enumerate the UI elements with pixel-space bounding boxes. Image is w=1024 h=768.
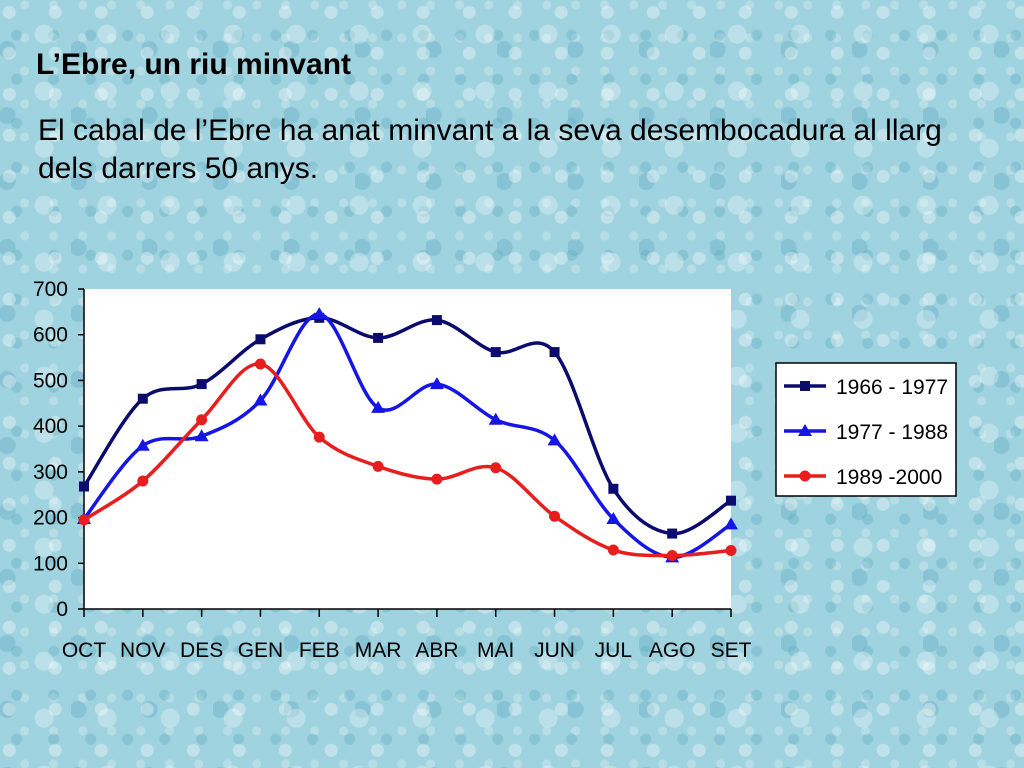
data-point bbox=[371, 400, 386, 413]
data-point bbox=[135, 438, 150, 451]
series-layer bbox=[77, 307, 738, 563]
y-tick-label: 700 bbox=[33, 278, 68, 301]
chart-legend: 1966 - 1977 1977 - 1988 1989 -2000 bbox=[775, 362, 957, 497]
data-point bbox=[431, 473, 443, 485]
x-tick-label: NOV bbox=[120, 639, 166, 662]
legend-label: 1977 - 1988 bbox=[836, 421, 948, 444]
legend-marker bbox=[799, 470, 811, 482]
legend-marker bbox=[800, 381, 810, 391]
data-point bbox=[667, 528, 678, 539]
x-tick-label: FEB bbox=[299, 639, 340, 662]
data-point bbox=[137, 475, 149, 487]
legend-label: 1989 -2000 bbox=[836, 466, 942, 489]
legend-marker bbox=[798, 424, 812, 436]
data-point bbox=[78, 514, 90, 526]
x-tick-label: AGO bbox=[649, 639, 696, 662]
data-point bbox=[547, 433, 562, 446]
series-3 bbox=[78, 358, 737, 562]
data-point bbox=[429, 377, 444, 390]
legend-label: 1966 - 1977 bbox=[836, 376, 948, 399]
data-point bbox=[196, 379, 207, 390]
data-point bbox=[490, 462, 502, 474]
x-tick-label: SET bbox=[711, 639, 752, 662]
data-point bbox=[373, 332, 384, 343]
data-point bbox=[254, 358, 266, 370]
data-point bbox=[255, 334, 266, 345]
data-point bbox=[431, 315, 442, 326]
data-point bbox=[194, 429, 209, 442]
y-tick-label: 100 bbox=[33, 552, 68, 575]
data-point bbox=[549, 510, 561, 522]
data-point bbox=[253, 393, 268, 406]
y-tick-label: 200 bbox=[33, 507, 68, 530]
y-tick-label: 400 bbox=[33, 415, 68, 438]
data-point bbox=[490, 347, 501, 358]
data-point bbox=[196, 414, 208, 426]
data-point bbox=[608, 483, 619, 494]
x-tick-label: OCT bbox=[62, 639, 107, 662]
data-point bbox=[79, 481, 89, 492]
x-tick-label: JUL bbox=[595, 639, 632, 662]
chart-axes: 0 100 200 300 400 500 600 700 OCT NOV DES GEN FEB MAR… bbox=[33, 278, 752, 662]
x-tick-label: GEN bbox=[238, 639, 284, 662]
data-point bbox=[725, 544, 737, 556]
x-tick-label: JUN bbox=[534, 639, 575, 662]
data-point bbox=[549, 347, 560, 358]
y-tick-label: 300 bbox=[33, 461, 68, 484]
data-point bbox=[666, 550, 678, 562]
y-tick-label: 0 bbox=[56, 598, 68, 621]
data-point bbox=[488, 412, 503, 425]
slide-body-text: El cabal de l’Ebre ha anat minvant a la … bbox=[38, 114, 942, 185]
data-point bbox=[312, 307, 327, 320]
data-point bbox=[313, 431, 325, 443]
data-point bbox=[607, 544, 619, 556]
x-tick-label: MAI bbox=[477, 639, 514, 662]
data-point bbox=[726, 495, 736, 506]
x-tick-label: DES bbox=[180, 639, 223, 662]
data-point bbox=[724, 517, 738, 530]
data-point bbox=[372, 460, 384, 472]
data-point bbox=[137, 393, 148, 404]
data-point bbox=[606, 511, 621, 524]
x-tick-label: ABR bbox=[415, 639, 458, 662]
y-tick-label: 500 bbox=[33, 369, 68, 392]
y-tick-label: 600 bbox=[33, 324, 68, 347]
x-tick-label: MAR bbox=[355, 639, 402, 662]
plot-area bbox=[84, 289, 731, 609]
slide-title: L’Ebre, un riu minvant bbox=[36, 48, 352, 81]
